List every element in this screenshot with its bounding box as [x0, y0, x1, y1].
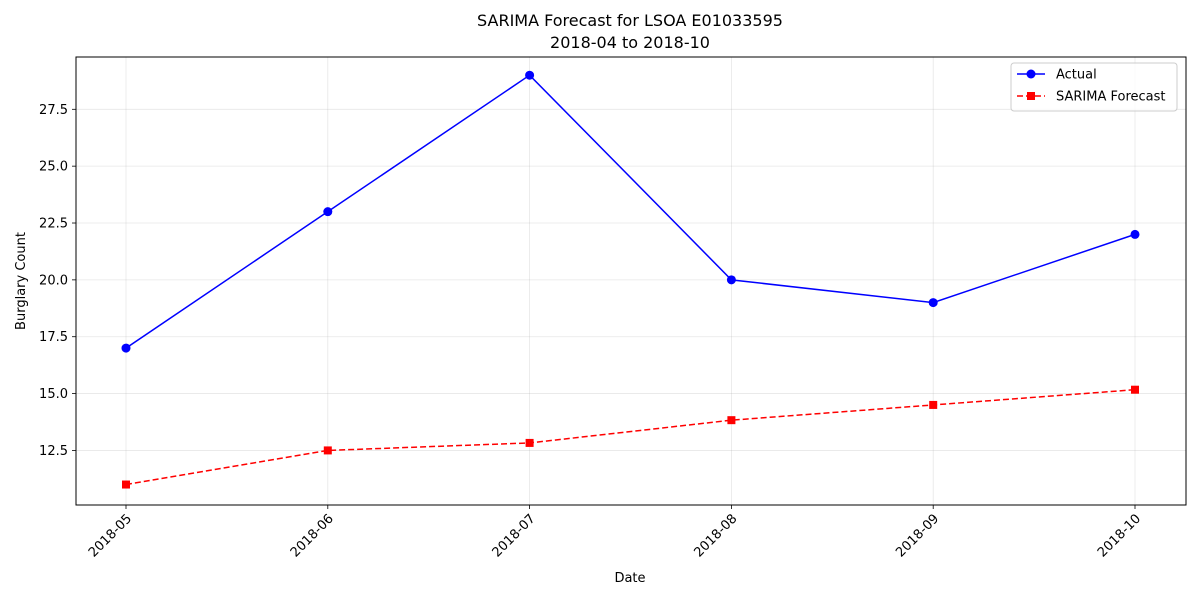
y-axis-ticks: 12.5 15.0 17.5 20.0 22.5 25.0 27.5: [39, 103, 76, 459]
y-tick-label: 15.0: [39, 387, 68, 402]
legend-marker-forecast: [1027, 92, 1035, 100]
y-tick-label: 25.0: [39, 160, 68, 175]
x-tick-label: 2018-05: [86, 511, 135, 560]
legend-marker-actual: [1026, 69, 1036, 79]
series-actual-line: [125, 74, 1136, 349]
series-forecast-point: [122, 480, 130, 489]
y-tick-label: 12.5: [39, 444, 68, 459]
grid: [76, 57, 1186, 505]
series-forecast-point: [323, 446, 332, 455]
x-axis-ticks: 2018-05 2018-06 2018-07 2018-08 2018-09 2018-…: [86, 505, 1144, 560]
y-axis-label: Burglary Count: [14, 232, 29, 330]
series-actual-point: [726, 275, 736, 285]
series-forecast-point: [1131, 385, 1139, 394]
x-tick-label: 2018-09: [893, 511, 942, 560]
series-actual-point: [323, 207, 333, 217]
series-actual-point: [1130, 229, 1140, 239]
legend-box: [1010, 62, 1178, 112]
series-actual-point: [928, 298, 938, 308]
x-tick-label: 2018-10: [1095, 511, 1144, 560]
x-tick-label: 2018-07: [490, 511, 539, 560]
series-actual-point: [525, 70, 535, 80]
chart-subtitle: 2018-04 to 2018-10: [550, 33, 710, 52]
y-tick-label: 27.5: [39, 103, 68, 118]
x-tick-label: 2018-08: [691, 511, 740, 560]
chart-title: SARIMA Forecast for LSOA E01033595: [477, 11, 783, 30]
y-tick-label: 20.0: [39, 273, 68, 288]
y-tick-label: 22.5: [39, 217, 68, 232]
series-forecast-point: [929, 400, 938, 409]
x-tick-label: 2018-06: [288, 511, 337, 560]
series-forecast-point: [525, 438, 534, 447]
legend-label-forecast: SARIMA Forecast: [1056, 90, 1166, 105]
series-forecast-point: [727, 416, 736, 425]
series-actual-point: [121, 343, 131, 353]
y-tick-label: 17.5: [39, 330, 68, 345]
legend: Actual SARIMA Forecast: [1010, 62, 1178, 112]
series-forecast-line: [125, 388, 1136, 486]
x-axis-label: Date: [614, 571, 645, 586]
plot-frame: [75, 56, 1187, 506]
legend-label-actual: Actual: [1056, 68, 1097, 83]
series-group: [121, 70, 1140, 489]
